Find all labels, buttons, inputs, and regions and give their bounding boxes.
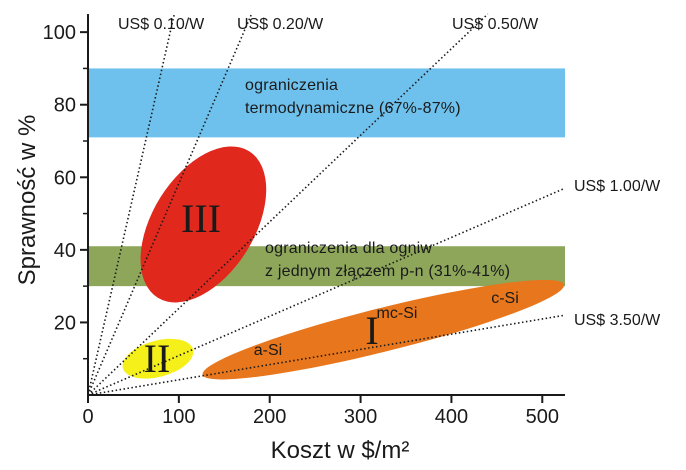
axes-layer: 0 100 200 300 400 500 20 40 60 80 100 <box>43 14 565 428</box>
cost-line-label-1: US$ 0.20/W <box>237 16 324 33</box>
band-label-pn-0: ograniczenia dla ogniw <box>265 240 432 257</box>
region-label-II: II <box>144 336 171 381</box>
x-axis-title: Koszt w $/m² <box>271 437 410 464</box>
material-label: c-Si <box>491 290 519 307</box>
cost-line-label-4: US$ 3.50/W <box>574 312 661 329</box>
y-tick-label: 80 <box>54 95 76 117</box>
cost-line-3 <box>87 187 566 396</box>
cost-line-label-3: US$ 1.00/W <box>574 178 661 195</box>
y-axis-title: Sprawność w % <box>14 115 41 286</box>
x-tick-label: 100 <box>162 406 195 428</box>
region-label-III: III <box>181 196 221 241</box>
x-tick-label: 200 <box>253 406 286 428</box>
cost-line-1 <box>87 13 253 396</box>
region-I <box>202 279 565 380</box>
band-label-thermo-1: termodynamiczne (67%-87%) <box>245 100 461 117</box>
cost-lines-layer <box>87 13 566 396</box>
y-tick-label: 100 <box>43 22 76 44</box>
region-label-I: I <box>365 308 378 353</box>
cost-line-2 <box>87 13 489 396</box>
band-label-pn-1: z jednym złączem p-n (31%-41%) <box>265 263 510 280</box>
material-label: mc-Si <box>377 305 418 322</box>
y-tick-label: 60 <box>54 167 76 189</box>
region-III <box>140 146 267 303</box>
regions-layer <box>122 146 565 380</box>
x-tick-label: 500 <box>526 406 559 428</box>
y-tick-label: 40 <box>54 240 76 262</box>
x-tick-label: 400 <box>435 406 468 428</box>
cost-line-4 <box>87 314 566 396</box>
cost-line-0 <box>87 13 176 396</box>
x-tick-label: 0 <box>82 406 93 428</box>
band-label-thermo-0: ograniczenia <box>245 77 338 94</box>
material-label: a-Si <box>254 342 282 359</box>
region-II <box>122 338 194 379</box>
cost-line-label-2: US$ 0.50/W <box>452 16 539 33</box>
labels-layer: ograniczenia termodynamiczne (67%-87%) ogr… <box>118 16 661 381</box>
band-thermo <box>88 68 565 138</box>
cost-line-label-0: US$ 0.10/W <box>118 16 205 33</box>
y-tick-label: 20 <box>54 312 76 334</box>
x-tick-label: 300 <box>344 406 377 428</box>
